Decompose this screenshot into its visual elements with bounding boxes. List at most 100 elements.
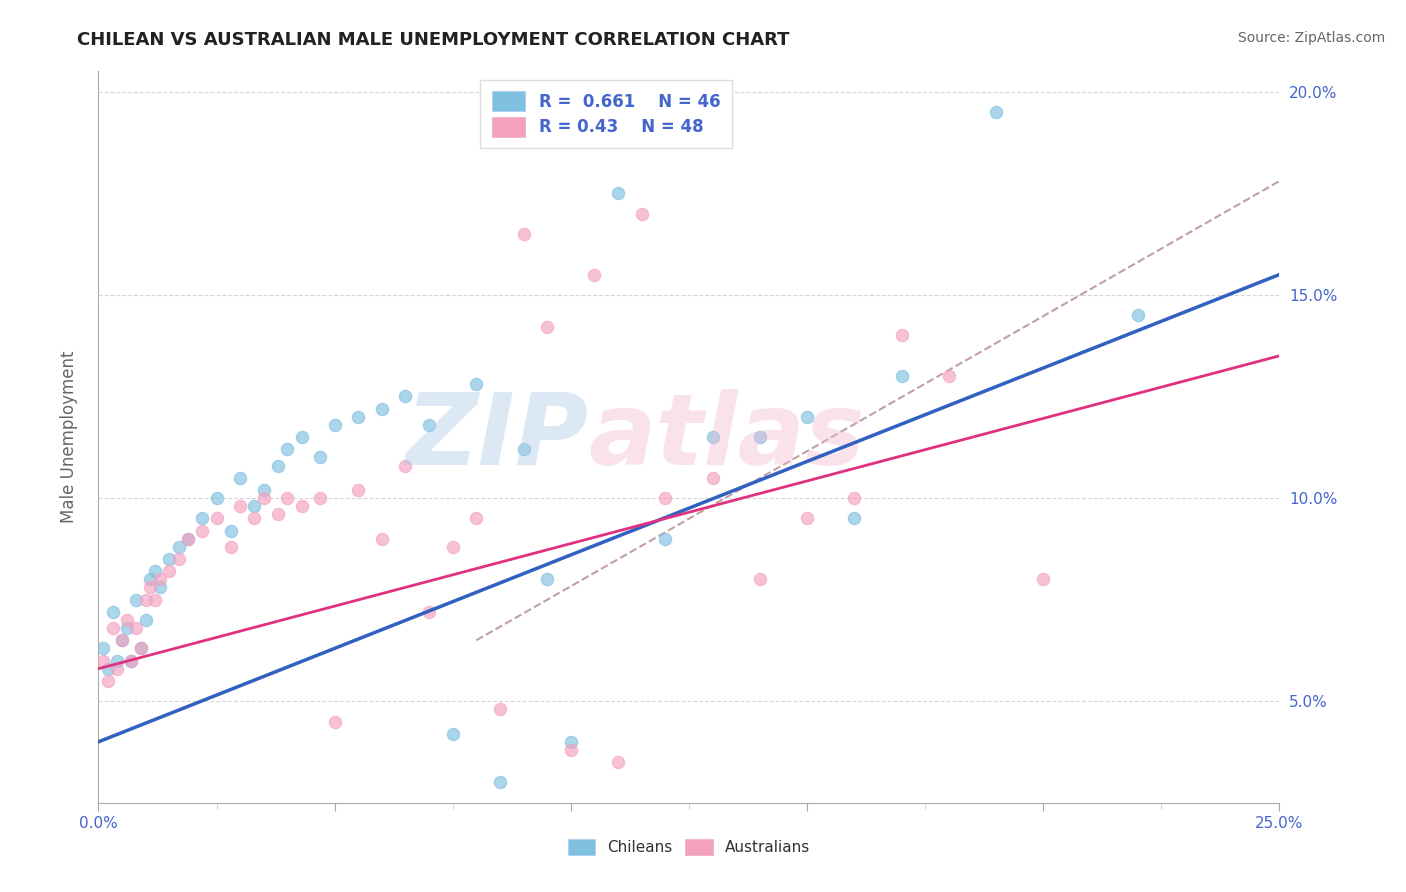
Point: [702, 430, 724, 444]
Point: [418, 417, 440, 432]
Point: [143, 564, 166, 578]
Point: [205, 511, 228, 525]
Point: [323, 714, 346, 729]
Point: [143, 592, 166, 607]
Point: [111, 633, 134, 648]
Point: [97, 662, 120, 676]
Point: [139, 581, 162, 595]
Point: [177, 532, 200, 546]
Point: [243, 499, 266, 513]
Point: [418, 605, 440, 619]
Point: [139, 572, 162, 586]
Point: [276, 442, 298, 457]
Point: [135, 613, 157, 627]
Point: [654, 532, 676, 546]
Point: [121, 654, 143, 668]
Point: [229, 471, 252, 485]
Point: [167, 552, 190, 566]
Point: [1032, 572, 1054, 586]
Point: [229, 499, 252, 513]
Point: [890, 369, 912, 384]
Point: [253, 483, 276, 497]
Point: [111, 633, 134, 648]
Point: [290, 430, 312, 444]
Point: [125, 592, 148, 607]
Point: [984, 105, 1007, 120]
Point: [101, 605, 124, 619]
Point: [371, 401, 394, 416]
Point: [135, 592, 157, 607]
Text: Source: ZipAtlas.com: Source: ZipAtlas.com: [1237, 31, 1385, 45]
Point: [149, 572, 172, 586]
Point: [347, 409, 370, 424]
Point: [489, 775, 512, 789]
Point: [177, 532, 200, 546]
Legend: Chileans, Australians: Chileans, Australians: [562, 833, 815, 861]
Point: [512, 227, 534, 241]
Point: [465, 511, 488, 525]
Point: [394, 458, 416, 473]
Point: [309, 491, 332, 505]
Point: [290, 499, 312, 513]
Point: [205, 491, 228, 505]
Point: [607, 186, 630, 201]
Point: [748, 430, 770, 444]
Point: [97, 673, 120, 688]
Point: [167, 540, 190, 554]
Point: [191, 511, 214, 525]
Point: [465, 377, 488, 392]
Point: [938, 369, 960, 384]
Point: [748, 572, 770, 586]
Point: [121, 654, 143, 668]
Point: [219, 540, 242, 554]
Point: [607, 755, 630, 769]
Point: [276, 491, 298, 505]
Point: [441, 727, 464, 741]
Point: [394, 389, 416, 403]
Point: [512, 442, 534, 457]
Point: [583, 268, 606, 282]
Point: [796, 409, 818, 424]
Point: [191, 524, 214, 538]
Point: [536, 320, 558, 334]
Point: [125, 621, 148, 635]
Point: [91, 654, 114, 668]
Point: [253, 491, 276, 505]
Point: [309, 450, 332, 465]
Point: [890, 328, 912, 343]
Point: [844, 511, 866, 525]
Point: [844, 491, 866, 505]
Point: [1126, 308, 1149, 322]
Point: [115, 621, 138, 635]
Point: [323, 417, 346, 432]
Point: [489, 702, 512, 716]
Point: [105, 654, 128, 668]
Point: [149, 581, 172, 595]
Point: [630, 206, 652, 220]
Point: [267, 508, 290, 522]
Y-axis label: Male Unemployment: Male Unemployment: [59, 351, 77, 524]
Point: [243, 511, 266, 525]
Text: CHILEAN VS AUSTRALIAN MALE UNEMPLOYMENT CORRELATION CHART: CHILEAN VS AUSTRALIAN MALE UNEMPLOYMENT …: [77, 31, 790, 49]
Point: [91, 641, 114, 656]
Point: [101, 621, 124, 635]
Point: [115, 613, 138, 627]
Point: [105, 662, 128, 676]
Point: [157, 552, 180, 566]
Point: [560, 743, 582, 757]
Point: [347, 483, 370, 497]
Point: [371, 532, 394, 546]
Text: ZIP: ZIP: [405, 389, 589, 485]
Point: [796, 511, 818, 525]
Point: [560, 735, 582, 749]
Point: [702, 471, 724, 485]
Point: [219, 524, 242, 538]
Point: [441, 540, 464, 554]
Text: atlas: atlas: [589, 389, 865, 485]
Point: [654, 491, 676, 505]
Point: [536, 572, 558, 586]
Point: [129, 641, 152, 656]
Point: [129, 641, 152, 656]
Point: [267, 458, 290, 473]
Point: [157, 564, 180, 578]
